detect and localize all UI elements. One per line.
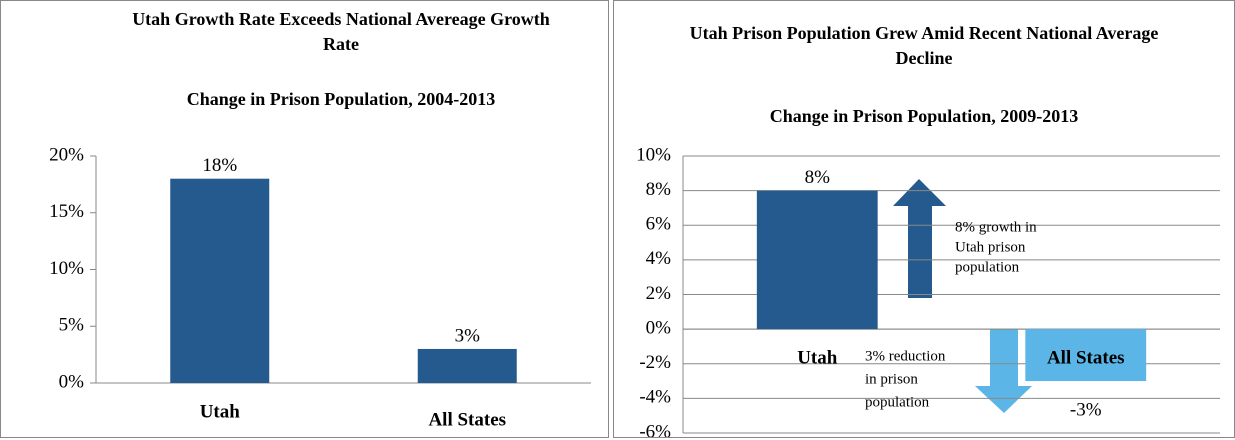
annotation: 8% growth in bbox=[955, 219, 1037, 235]
y-tick-label: 10% bbox=[49, 258, 84, 279]
chart-panel: -6% -4% -2% 0% 2% 4% 6% 8% 10% 8% Utah -3% All State… bbox=[613, 0, 1235, 438]
down-arrow bbox=[975, 329, 1032, 413]
annotation: population bbox=[865, 394, 930, 410]
category-label: All States bbox=[428, 409, 506, 430]
category-label: Utah bbox=[200, 401, 241, 422]
y-tick-label: 8% bbox=[646, 179, 672, 200]
y-tick-label: 6% bbox=[646, 214, 672, 235]
category-label: All States bbox=[1047, 347, 1125, 368]
chart: -6% -4% -2% 0% 2% 4% 6% 8% 10% 8% Utah -3% All State… bbox=[636, 144, 1220, 437]
annotation: population bbox=[955, 259, 1020, 275]
chart-subtitle: Change in Prison Population, 2004-2013 bbox=[186, 89, 496, 109]
y-tick-label: 5% bbox=[59, 315, 85, 336]
bar bbox=[1025, 329, 1147, 382]
y-tick-label: -4% bbox=[639, 387, 671, 408]
y-tick-label: -6% bbox=[639, 421, 671, 437]
chart: 0% 5% 10% 15% 20% 18% Utah 3% All States bbox=[49, 144, 591, 430]
y-tick-label: 20% bbox=[49, 144, 84, 165]
y-tick-label: 2% bbox=[646, 283, 672, 304]
chart-title: Utah Growth Rate Exceeds National Averea… bbox=[132, 9, 550, 54]
chart-subtitle: Change in Prison Population, 2009-2013 bbox=[769, 106, 1079, 126]
bar bbox=[756, 190, 878, 330]
y-tick-label: 15% bbox=[49, 201, 84, 222]
annotation: 3% reduction bbox=[865, 348, 946, 364]
chart-panel: 0% 5% 10% 15% 20% 18% Utah 3% All States Utah Gr… bbox=[0, 0, 609, 438]
y-tick-label: -2% bbox=[639, 352, 671, 373]
category-label: Utah bbox=[797, 347, 838, 368]
y-tick-label: 4% bbox=[646, 248, 672, 269]
data-label: -3% bbox=[1070, 399, 1102, 420]
y-tick-label: 0% bbox=[59, 371, 85, 392]
annotation: Utah prison bbox=[955, 239, 1026, 255]
bar bbox=[170, 178, 270, 383]
data-label: 3% bbox=[455, 325, 481, 346]
data-label: 18% bbox=[202, 155, 237, 176]
annotation: in prison bbox=[865, 371, 918, 387]
y-tick-label: 0% bbox=[646, 317, 672, 338]
up-arrow bbox=[893, 179, 946, 298]
bar bbox=[417, 348, 517, 383]
y-tick-label: 10% bbox=[636, 144, 671, 165]
chart-title: Utah Prison Population Grew Amid Recent … bbox=[689, 23, 1159, 68]
data-label: 8% bbox=[805, 167, 831, 188]
